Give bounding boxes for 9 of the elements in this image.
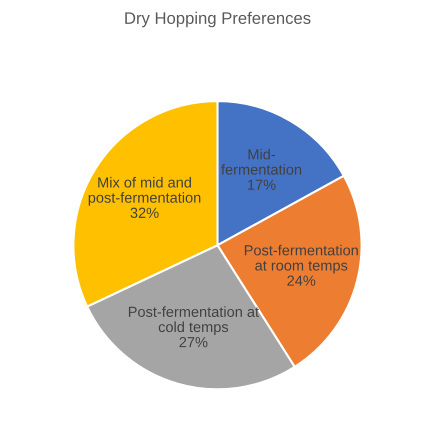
chart-title: Dry Hopping Preferences <box>125 12 310 28</box>
slice-label: Post-fermentation at room temps <box>244 244 358 274</box>
slice-label: Mix of mid and post-fermentation <box>88 176 200 206</box>
slice-label: Mid-fermentation <box>221 148 302 175</box>
data-label: 17% <box>248 180 276 190</box>
slice-label: Post-fermentation at cold temps <box>128 306 259 336</box>
data-label: 32% <box>130 208 159 218</box>
data-label: 24% <box>287 275 316 286</box>
data-label: 27% <box>180 337 208 348</box>
